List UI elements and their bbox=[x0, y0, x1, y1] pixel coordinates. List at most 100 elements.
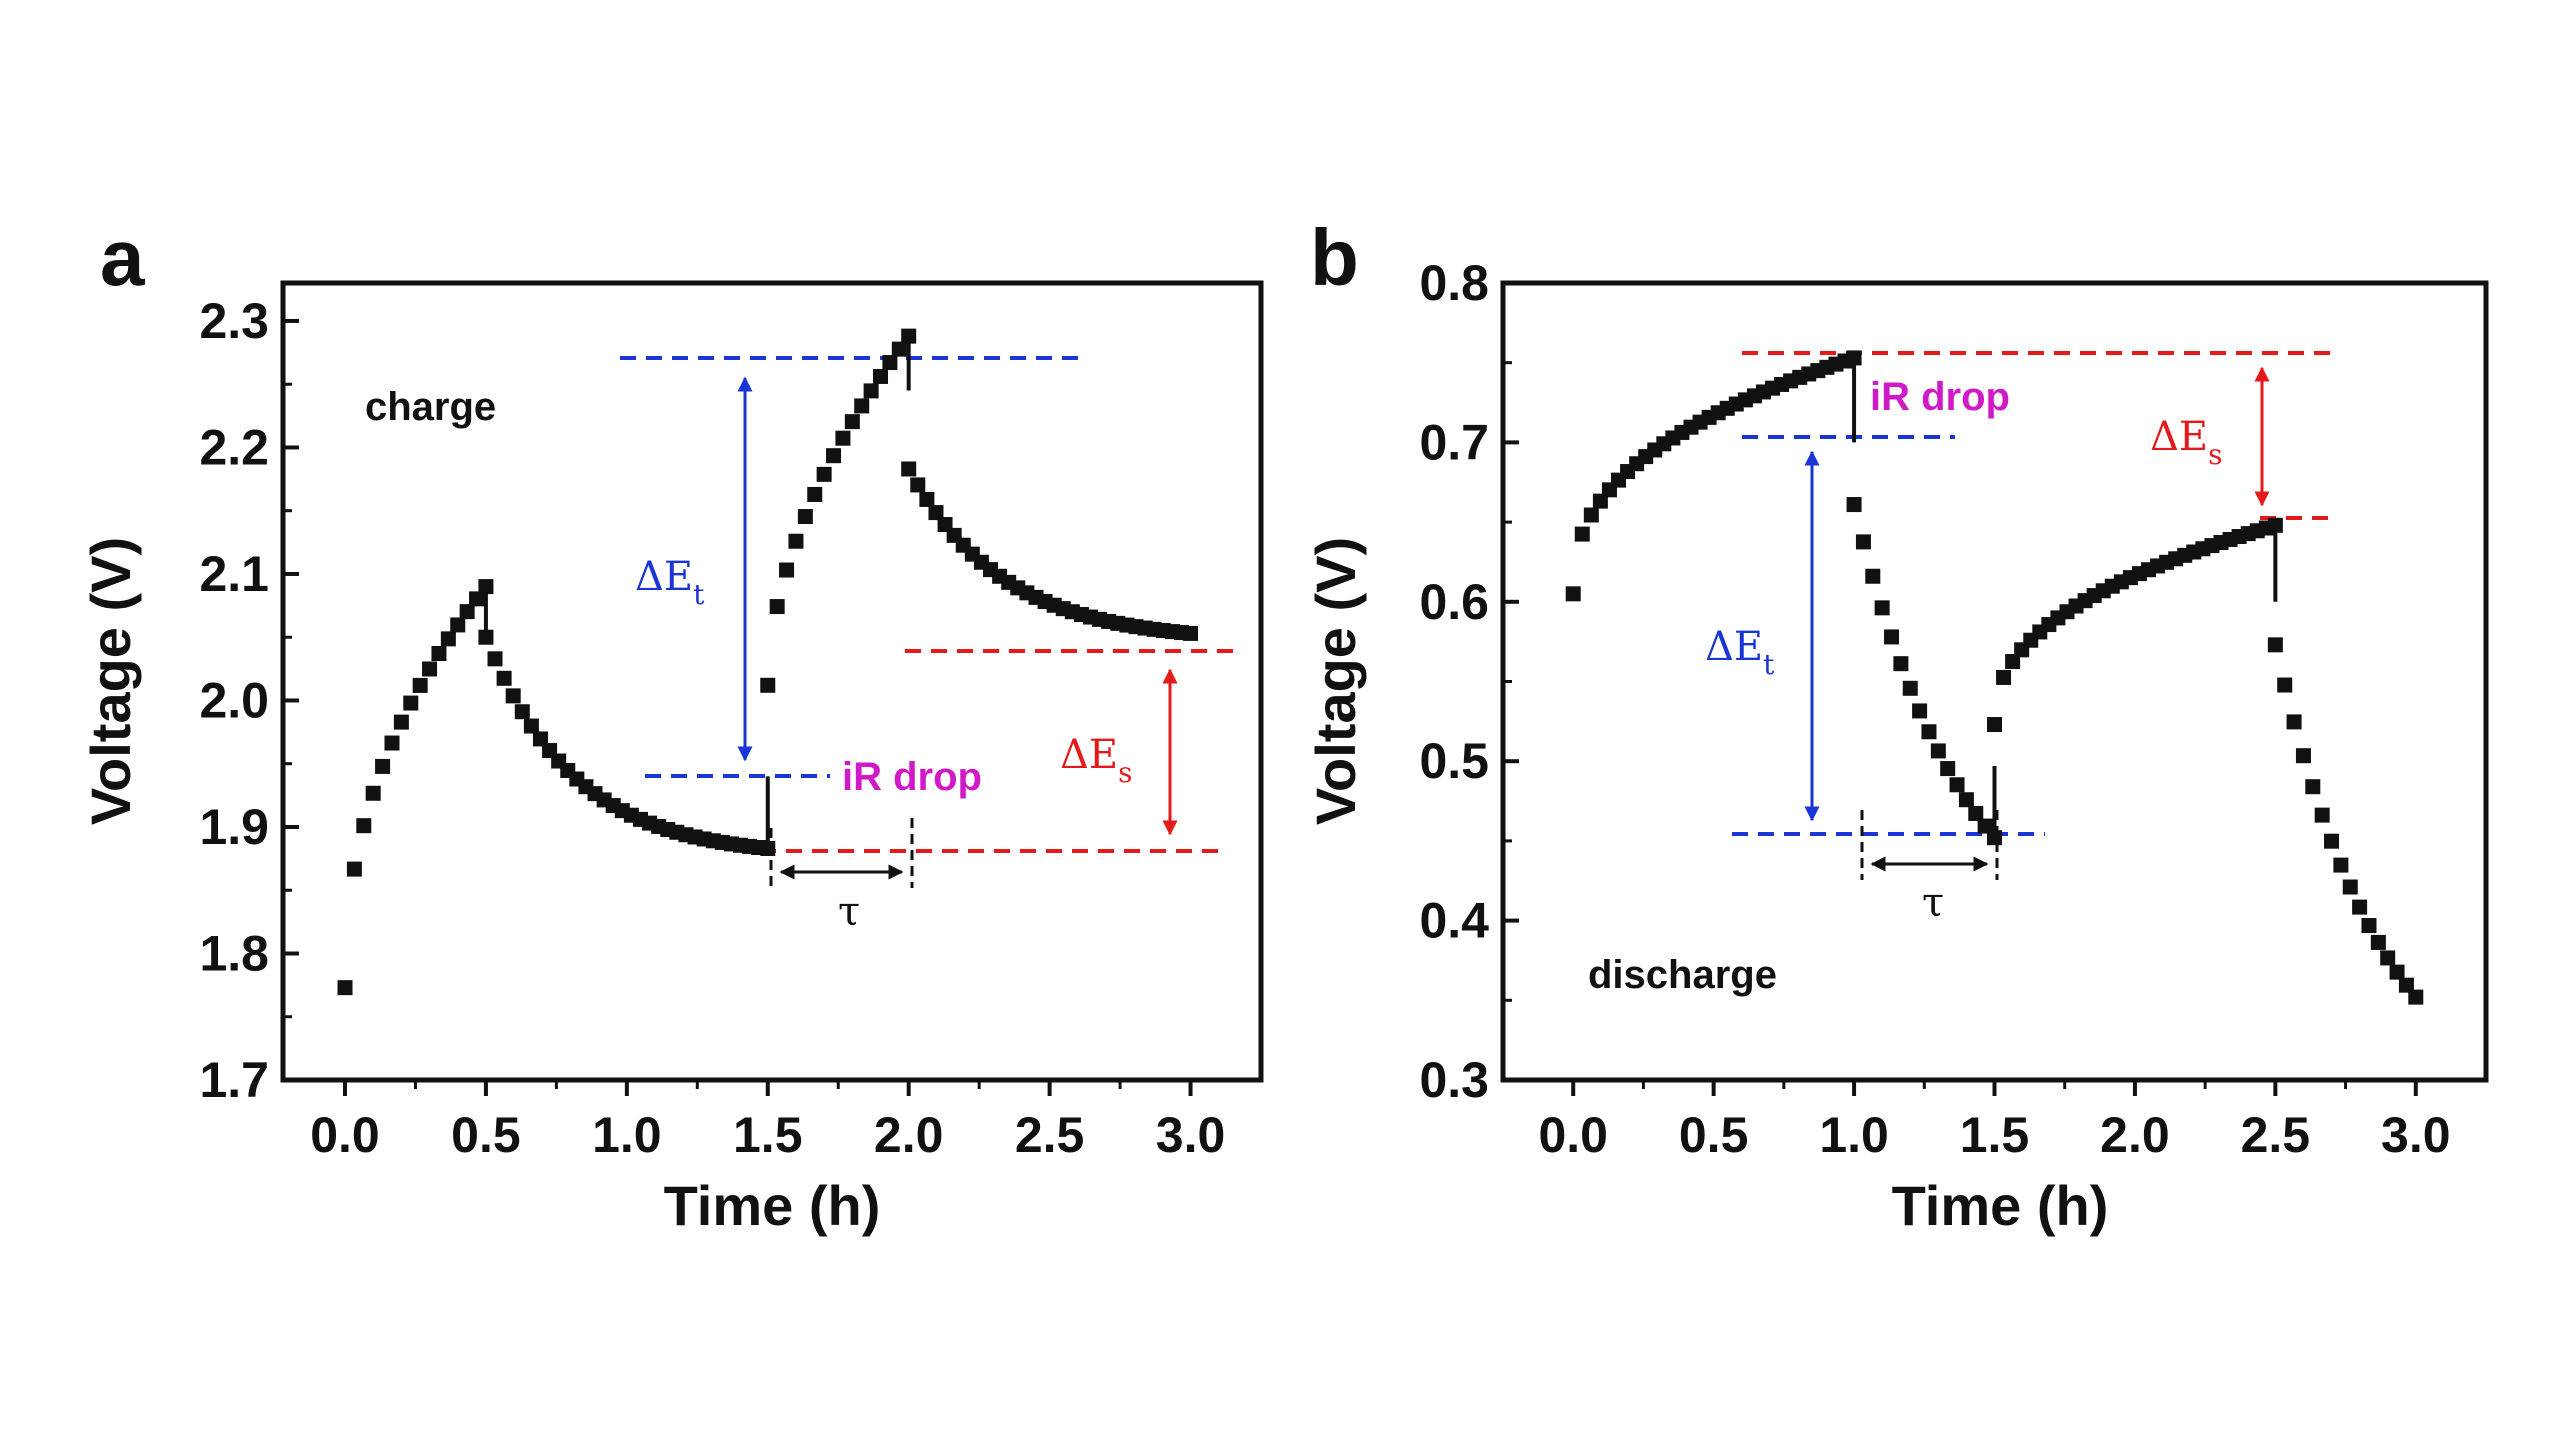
panel-a-data-point bbox=[882, 355, 898, 371]
panel-a-data-point bbox=[901, 328, 917, 344]
panel-a-data-point bbox=[478, 629, 494, 645]
panel-a-data-point bbox=[478, 579, 494, 595]
panel-b-y-axis-title: Voltage (V) bbox=[1304, 537, 1367, 825]
panel-a-data-point bbox=[337, 980, 353, 996]
panel-a-x-tick-label: 2.5 bbox=[1015, 1107, 1085, 1163]
panel-b-data-point bbox=[1987, 830, 2002, 846]
panel-a-data-point bbox=[422, 661, 438, 677]
panel-b-data-point bbox=[2324, 833, 2340, 849]
panel-a-delta-es-label: ΔEs bbox=[1060, 732, 1132, 789]
panel-b-x-tick-label: 2.0 bbox=[2100, 1107, 2170, 1163]
panel-b-x-tick-label: 2.5 bbox=[2241, 1107, 2311, 1163]
panel-a-data-point bbox=[901, 461, 917, 477]
panel-a-data-point bbox=[807, 486, 823, 502]
panel-a-data-point bbox=[919, 491, 935, 507]
panel-b-data-point bbox=[2286, 714, 2302, 730]
panel-b-data-point bbox=[1968, 805, 1984, 821]
panel-b-data-point bbox=[2005, 654, 2021, 670]
panel-b-data-point bbox=[2277, 677, 2293, 693]
panel-b-data-point bbox=[1846, 497, 1862, 513]
panel-a-annotations: charge ΔEt iR drop ΔEs τ bbox=[365, 356, 1240, 935]
panel-a-x-tick-label: 2.0 bbox=[874, 1107, 944, 1163]
panel-a-data-point bbox=[403, 695, 419, 711]
panel-b-x-tick-label: 0.5 bbox=[1679, 1107, 1749, 1163]
panel-a-x-axis-title: Time (h) bbox=[664, 1174, 881, 1237]
panel-a-chart: a 1.7 1.8 1.9 2.0 2.1 2.2 2.3 0.0 0.5 1.0 1.5 2.0 2… bbox=[79, 213, 1264, 1237]
panel-a-data-point bbox=[891, 341, 907, 357]
panel-a-data-point bbox=[910, 477, 926, 493]
panel-a-data-point bbox=[844, 414, 860, 430]
panel-b-data-point bbox=[2267, 517, 2283, 533]
panel-a-data-point bbox=[365, 785, 381, 801]
panel-a-data-point bbox=[393, 714, 409, 730]
panel-b-y-tick-label: 0.8 bbox=[1419, 255, 1489, 311]
panel-a-y-tick-label: 2.2 bbox=[199, 419, 269, 475]
panel-a-delta-et-label: ΔEt bbox=[635, 554, 705, 611]
panel-b-data-point bbox=[1930, 743, 1946, 759]
panel-b-x-axis-title: Time (h) bbox=[1892, 1174, 2109, 1237]
panel-a-data-point bbox=[431, 646, 447, 662]
panel-b-x-tick-label: 0.0 bbox=[1538, 1107, 1608, 1163]
panel-a-y-tick-label: 1.8 bbox=[199, 925, 269, 981]
panel-b-data-point bbox=[1583, 507, 1599, 523]
panel-a-x-tick-label: 1.5 bbox=[733, 1107, 803, 1163]
panel-a-data-point bbox=[788, 533, 804, 549]
panel-a-data-point bbox=[532, 731, 548, 747]
panel-b-data-point bbox=[2398, 977, 2414, 993]
panel-b-data-point bbox=[1574, 526, 1590, 542]
panel-b-data-point bbox=[2408, 989, 2424, 1005]
panel-b-data-point bbox=[1958, 792, 1974, 808]
panel-a-data-point bbox=[769, 599, 785, 615]
panel-b-data-point bbox=[1846, 350, 1862, 366]
panel-b-data-point bbox=[1874, 600, 1890, 616]
panel-a-x-tick-label: 0.0 bbox=[310, 1107, 380, 1163]
panel-a-data-point bbox=[523, 718, 539, 734]
panel-a-tau-label: τ bbox=[838, 889, 860, 935]
panel-b-data-point bbox=[1940, 761, 1956, 777]
panel-b-data-point bbox=[1902, 680, 1918, 696]
panel-a-data-point bbox=[873, 368, 889, 384]
panel-a-data-point bbox=[356, 818, 372, 834]
panel-a-series bbox=[337, 328, 1199, 996]
panel-b-y-tick-label: 0.4 bbox=[1419, 893, 1489, 949]
panel-b-data-point bbox=[2352, 899, 2368, 915]
panel-b-y-axis: 0.3 0.4 0.5 0.6 0.7 0.8 bbox=[1419, 255, 1519, 1108]
panel-b-ir-drop-label: iR drop bbox=[1870, 375, 2010, 419]
panel-a-y-axis: 1.7 1.8 1.9 2.0 2.1 2.2 2.3 bbox=[199, 293, 299, 1108]
panel-a-data-point bbox=[469, 591, 485, 607]
panel-a-data-point bbox=[496, 670, 512, 686]
panel-a-y-tick-label: 1.7 bbox=[199, 1052, 269, 1108]
panel-b-data-point bbox=[1893, 656, 1909, 672]
panel-a-data-point bbox=[1183, 625, 1199, 641]
panel-a-y-tick-label: 2.0 bbox=[199, 672, 269, 728]
panel-b-data-point bbox=[2370, 934, 2386, 950]
panel-a-data-point bbox=[797, 509, 813, 525]
panel-a-letter: a bbox=[100, 213, 145, 302]
panel-b-data-point bbox=[1949, 777, 1965, 793]
panel-a-x-tick-label: 3.0 bbox=[1156, 1107, 1226, 1163]
panel-b-data-point bbox=[1865, 568, 1881, 584]
panel-a-x-axis: 0.0 0.5 1.0 1.5 2.0 2.5 3.0 bbox=[310, 1080, 1225, 1163]
panel-a-data-point bbox=[928, 505, 944, 521]
panel-b-data-point bbox=[2389, 964, 2405, 980]
panel-b-data-point bbox=[1855, 534, 1871, 550]
panel-a-data-point bbox=[346, 861, 362, 877]
panel-b-y-tick-label: 0.6 bbox=[1419, 574, 1489, 630]
panel-b-tau-label: τ bbox=[1922, 880, 1944, 926]
panel-b-data-point bbox=[1977, 818, 1993, 834]
panel-a-y-axis-title: Voltage (V) bbox=[79, 537, 142, 825]
panel-b-y-tick-label: 0.5 bbox=[1419, 733, 1489, 789]
panel-b-data-point bbox=[2342, 879, 2358, 895]
panel-a-charge-label: charge bbox=[365, 385, 496, 429]
panel-b-x-tick-label: 1.5 bbox=[1960, 1107, 2030, 1163]
panel-b-data-point bbox=[2267, 637, 2283, 653]
panel-b-x-tick-label: 1.0 bbox=[1819, 1107, 1889, 1163]
panel-a-data-point bbox=[375, 758, 391, 774]
panel-b-data-point bbox=[1987, 717, 2002, 733]
panel-a-data-point bbox=[826, 448, 842, 464]
panel-b-data-point bbox=[2305, 779, 2321, 795]
panel-b-x-axis: 0.0 0.5 1.0 1.5 2.0 2.5 3.0 bbox=[1538, 1080, 2451, 1163]
panel-b-data-point bbox=[1592, 493, 1608, 509]
panel-a-ir-drop-label: iR drop bbox=[842, 755, 982, 799]
panel-b-data-point bbox=[2295, 748, 2311, 764]
